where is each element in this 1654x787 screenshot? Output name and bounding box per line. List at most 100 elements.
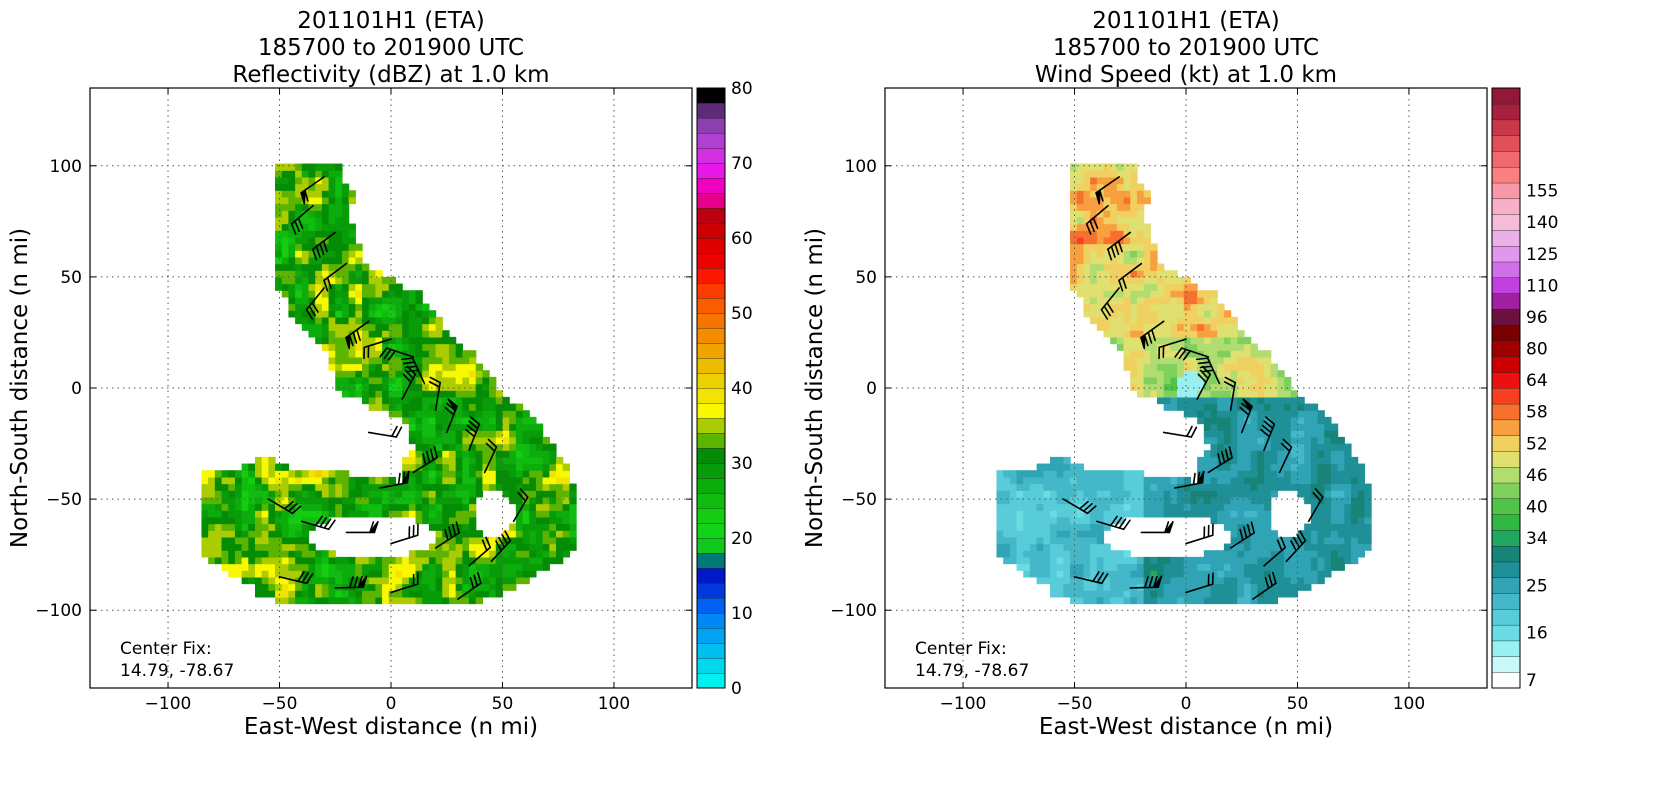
data-cell <box>475 596 484 605</box>
data-cell <box>1049 550 1058 558</box>
data-cell <box>996 536 1004 545</box>
data-cell <box>415 503 423 511</box>
data-cell <box>402 396 410 405</box>
data-cell <box>1070 263 1078 271</box>
data-cell <box>1177 496 1185 505</box>
colorbar-segment <box>1491 561 1521 578</box>
data-cell <box>335 196 343 205</box>
data-cell <box>1136 383 1145 391</box>
wind-barb <box>468 536 492 567</box>
data-cell <box>288 263 296 271</box>
data-cell <box>475 456 484 465</box>
data-cell <box>288 476 296 485</box>
data-cell <box>1250 443 1258 451</box>
data-cell <box>482 370 490 378</box>
data-cell <box>422 516 430 525</box>
data-cell <box>281 490 290 498</box>
data-cell <box>542 450 550 458</box>
data-cell <box>462 383 470 391</box>
data-cell <box>435 436 443 445</box>
data-cell <box>335 263 343 271</box>
data-cell <box>1157 330 1165 338</box>
colorbar-segment <box>1491 356 1521 373</box>
data-cell <box>208 556 216 565</box>
data-cell <box>295 583 303 591</box>
data-cell <box>1130 376 1138 385</box>
data-cell <box>555 556 564 565</box>
data-cell <box>1284 443 1292 451</box>
colorbar-segment <box>696 447 726 464</box>
data-cell <box>1264 450 1272 458</box>
data-cell <box>1290 450 1299 458</box>
data-cell <box>422 350 430 358</box>
data-cell <box>549 523 557 531</box>
colorbar-segment <box>1491 529 1521 547</box>
data-cell <box>1277 476 1285 485</box>
data-cell <box>341 230 350 238</box>
data-cell <box>375 296 383 305</box>
data-cell <box>254 530 263 538</box>
data-cell <box>355 356 363 365</box>
wind-barb <box>300 176 325 205</box>
data-cell <box>288 570 296 578</box>
data-cell <box>368 590 376 598</box>
data-cell <box>522 463 530 471</box>
data-cell <box>1230 523 1238 531</box>
data-cell <box>469 496 477 505</box>
data-cell <box>1016 476 1024 485</box>
data-cell <box>569 523 577 531</box>
data-cell <box>1049 576 1058 585</box>
data-cell <box>1277 470 1285 478</box>
data-cell <box>341 210 350 218</box>
data-cell <box>1344 550 1352 558</box>
data-cell <box>462 523 470 531</box>
data-cell <box>1150 556 1158 565</box>
data-cell <box>1143 356 1151 365</box>
data-cell <box>435 356 443 365</box>
data-cell <box>1063 570 1071 578</box>
data-cell <box>1243 536 1252 545</box>
data-cell <box>341 216 350 225</box>
data-cell <box>435 490 443 498</box>
data-cell <box>1324 510 1332 518</box>
data-cell <box>1290 476 1299 485</box>
data-cell <box>509 450 517 458</box>
data-cell <box>435 476 443 485</box>
data-field <box>201 163 577 605</box>
data-cell <box>1003 550 1011 558</box>
data-cell <box>455 530 463 538</box>
data-cell <box>1157 370 1165 378</box>
data-cell <box>996 503 1004 511</box>
data-cell <box>1243 510 1252 518</box>
data-cell <box>1264 490 1272 498</box>
data-cell <box>1123 263 1131 271</box>
data-cell <box>422 556 430 565</box>
data-cell <box>214 536 223 545</box>
data-cell <box>1357 503 1365 511</box>
x-tick-label: 0 <box>1181 694 1192 714</box>
data-cell <box>1083 523 1091 531</box>
data-cell <box>1130 210 1138 218</box>
data-cell <box>1123 510 1131 518</box>
colorbar-segment <box>696 237 726 254</box>
data-cell <box>408 356 417 365</box>
data-cell <box>1103 256 1111 265</box>
data-cell <box>341 570 350 578</box>
data-cell <box>1210 563 1218 571</box>
data-cell <box>362 356 370 365</box>
data-cell <box>1043 550 1051 558</box>
data-cell <box>562 536 570 545</box>
data-cell <box>1317 463 1325 471</box>
data-cell <box>1250 403 1258 411</box>
data-cell <box>1023 523 1031 531</box>
data-cell <box>1110 303 1118 311</box>
data-cell <box>1116 336 1125 345</box>
data-cell <box>509 470 517 478</box>
data-cell <box>1083 236 1091 245</box>
data-cell <box>1103 283 1111 291</box>
data-cell <box>455 503 463 511</box>
data-cell <box>462 370 470 378</box>
colorbar-tick-label: 46 <box>1526 466 1548 486</box>
data-cell <box>1197 296 1205 305</box>
data-cell <box>321 583 330 591</box>
